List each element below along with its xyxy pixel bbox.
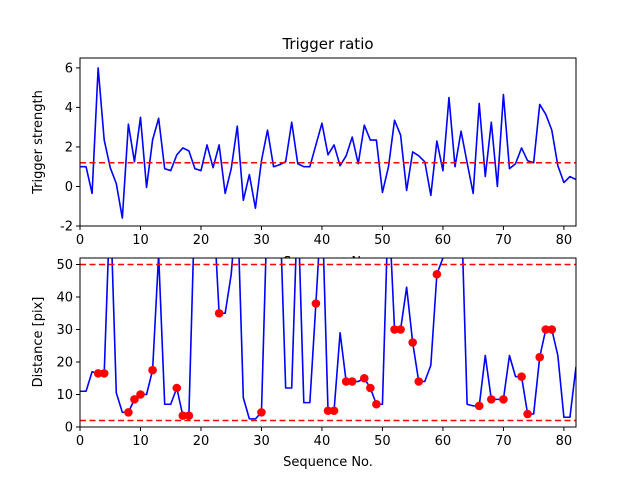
y-tick-label: -2 [60, 220, 73, 235]
axes-frame [79, 57, 577, 227]
data-point-marker [347, 377, 357, 386]
data-point-marker [124, 408, 133, 417]
x-tick-label: 0 [76, 233, 84, 248]
data-point-marker [130, 395, 139, 404]
data-point-marker [136, 390, 145, 399]
y-tick-label: 4 [65, 101, 73, 116]
x-tick-label: 80 [556, 233, 573, 248]
x-tick-label: 80 [556, 434, 573, 449]
data-point-marker [366, 383, 375, 393]
y-tick-label: 2 [65, 140, 73, 155]
plot-area [80, 258, 576, 422]
y-tick-label: 0 [65, 421, 73, 436]
x-tick-label: 40 [314, 233, 331, 248]
data-point-marker [414, 377, 424, 386]
data-point-marker [390, 325, 399, 334]
data-point-marker [541, 325, 551, 334]
plot-area [80, 67, 576, 219]
data-point-marker [372, 399, 381, 409]
x-tick-label: 10 [132, 434, 149, 449]
data-point-marker [474, 401, 484, 411]
axes-frame [79, 257, 577, 428]
x-tick-label: 10 [132, 233, 149, 248]
data-point-marker [432, 269, 442, 279]
data-point-marker [93, 369, 103, 378]
x-tick-label: 40 [314, 434, 331, 449]
y-tick-label: 0 [65, 180, 73, 195]
data-point-marker [323, 406, 333, 416]
y-tick-label: 6 [65, 61, 73, 76]
x-tick-label: 50 [374, 233, 391, 248]
y-axis-label: Distance [pix] [31, 297, 46, 388]
series-line [80, 67, 576, 219]
y-axis-label: Trigger strength [31, 90, 46, 195]
x-tick-label: 50 [374, 434, 391, 449]
x-tick-label: 20 [193, 434, 210, 449]
data-point-marker [341, 377, 351, 386]
x-tick-label: 70 [495, 434, 512, 449]
data-point-marker [535, 352, 545, 362]
data-point-marker [257, 408, 266, 417]
data-point-marker [396, 325, 405, 334]
data-point-marker [172, 383, 182, 393]
x-tick-label: 70 [495, 233, 512, 248]
trigger-ratio-chart: Trigger ratio Trigger strength Sequence … [31, 35, 577, 270]
data-point-marker [499, 395, 508, 404]
x-tick-label: 60 [435, 233, 452, 248]
x-tick-label: 30 [253, 233, 270, 248]
x-tick-label: 20 [193, 233, 210, 248]
distance-chart: Distance [pix] Sequence No. 0 10 20 30 40 50 6… [31, 257, 577, 470]
data-point-marker [359, 373, 369, 383]
data-point-marker [214, 308, 224, 318]
data-point-marker [547, 325, 557, 334]
y-tick-label: 10 [56, 388, 73, 403]
data-point-marker [99, 369, 109, 378]
y-tick-label: 50 [56, 258, 73, 273]
x-tick-label: 30 [253, 434, 270, 449]
data-point-marker [329, 406, 339, 416]
x-tick-label: 0 [76, 434, 84, 449]
x-axis-label: Sequence No. [283, 455, 373, 470]
data-point-marker [523, 409, 532, 419]
y-tick-label: 20 [56, 356, 73, 371]
y-tick-label: 40 [56, 291, 73, 306]
data-point-marker [517, 372, 526, 381]
y-tick-label: 30 [56, 323, 73, 338]
data-point-marker [184, 411, 194, 420]
data-point-marker [311, 299, 321, 308]
chart-title: Trigger ratio [281, 35, 373, 53]
x-tick-label: 60 [435, 434, 452, 449]
data-point-marker [148, 365, 157, 375]
plot-background [80, 58, 576, 226]
data-point-marker [178, 411, 188, 420]
axis-ticks: 0 10 20 30 40 50 60 70 80 0 10 20 30 40 50 [56, 258, 572, 449]
data-point-marker [487, 395, 496, 404]
data-point-marker [408, 338, 417, 347]
